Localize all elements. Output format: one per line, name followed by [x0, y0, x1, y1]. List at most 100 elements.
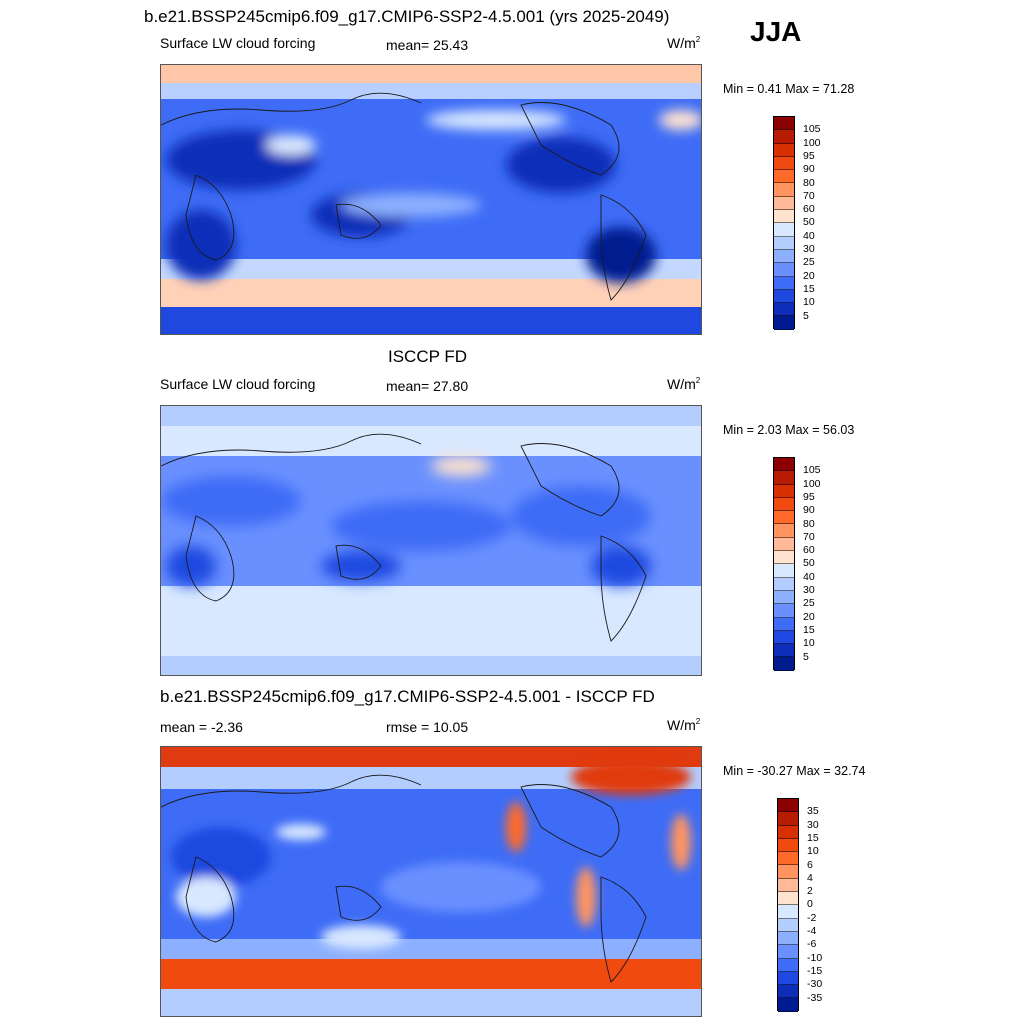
colorbar-obs-label: 105: [803, 464, 821, 477]
colorbar-model-label: 5: [803, 309, 809, 322]
panel-obs-minmax: Min = 2.03 Max = 56.03: [723, 423, 855, 437]
colorbar-diff-label: 2: [807, 885, 813, 898]
colorbar-obs-label: 95: [803, 490, 815, 503]
colorbar-diff-label: -30: [807, 978, 823, 991]
colorbar-obs-label: 5: [803, 650, 809, 663]
colorbar-model-label: 15: [803, 282, 815, 295]
colorbar-obs-swatch: [774, 617, 794, 631]
colorbar-diff-swatches: [777, 798, 799, 1012]
panel-diff-mean: mean = -2.36: [160, 719, 243, 735]
season-label: JJA: [750, 16, 802, 47]
colorbar-obs-swatch: [774, 497, 794, 512]
colorbar-model-swatch: [774, 263, 794, 277]
colorbar-obs-label: 60: [803, 544, 815, 557]
map-diff: [160, 746, 702, 1017]
colorbar-obs-swatch: [774, 604, 794, 618]
panel-diff-title: b.e21.BSSP245cmip6.f09_g17.CMIP6-SSP2-4.…: [160, 687, 655, 706]
panel-diff-unit: W/m2: [667, 717, 701, 733]
colorbar-diff-swatch: [778, 799, 798, 813]
map-obs: [160, 405, 702, 676]
colorbar-obs-swatch: [774, 471, 794, 485]
colorbar-model-label: 90: [803, 163, 815, 176]
colorbar-diff-label: 15: [807, 831, 819, 844]
colorbar-model-swatch: [774, 183, 794, 197]
colorbar-obs-swatch: [774, 484, 794, 498]
colorbar-obs-swatch: [774, 524, 794, 538]
colorbar-model-swatch: [774, 316, 794, 330]
colorbar-obs-swatch: [774, 657, 794, 671]
panel-model-unit: W/m2: [667, 35, 701, 51]
colorbar-model-label: 100: [803, 136, 821, 149]
colorbar-model-swatch: [774, 196, 794, 211]
colorbar-diff-label: 35: [807, 805, 819, 818]
colorbar-model-swatch: [774, 170, 794, 184]
colorbar-diff-swatch: [778, 878, 798, 893]
colorbar-model-swatch: [774, 223, 794, 237]
colorbar-model-swatch: [774, 130, 794, 144]
colorbar-model-swatches: [773, 116, 795, 330]
colorbar-diff-swatch: [778, 905, 798, 919]
colorbar-obs-label: 20: [803, 610, 815, 623]
main-title: b.e21.BSSP245cmip6.f09_g17.CMIP6-SSP2-4.…: [144, 7, 670, 26]
colorbar-diff-swatch: [778, 998, 798, 1012]
colorbar-diff-swatch: [778, 958, 798, 972]
colorbar-obs-swatch: [774, 564, 794, 578]
colorbar-model-swatch: [774, 117, 794, 131]
panel-obs-unit: W/m2: [667, 376, 701, 392]
colorbar-diff-swatch: [778, 985, 798, 999]
colorbar-model-label: 105: [803, 123, 821, 136]
colorbar-obs-swatch: [774, 537, 794, 552]
colorbar-obs-swatch: [774, 458, 794, 472]
panel-obs-title: ISCCP FD: [388, 347, 468, 366]
colorbar-model-swatch: [774, 249, 794, 264]
colorbar-diff-swatch: [778, 971, 798, 986]
colorbar-model-label: 40: [803, 229, 815, 242]
colorbar-obs-label: 25: [803, 597, 815, 610]
colorbar-diff-label: -4: [807, 925, 817, 937]
colorbar-obs-swatch: [774, 577, 794, 591]
colorbar-obs-label: 10: [803, 637, 815, 650]
colorbar-diff-label: -10: [807, 951, 823, 964]
colorbar-diff-label: 30: [807, 818, 819, 831]
colorbar-model-label: 30: [803, 243, 815, 255]
colorbar-obs-swatch: [774, 590, 794, 605]
colorbar-diff-label: -35: [807, 991, 823, 1004]
colorbar-diff-label: -2: [807, 911, 817, 924]
colorbar-diff-label: 6: [807, 858, 813, 871]
panel-obs-left-label: Surface LW cloud forcing: [160, 376, 316, 392]
colorbar-obs-label: 50: [803, 557, 815, 570]
colorbar-obs-swatch: [774, 630, 794, 645]
colorbar-diff-swatch: [778, 865, 798, 879]
colorbar-diff-swatch: [778, 825, 798, 839]
colorbar-obs-swatches: [773, 457, 795, 671]
colorbar-diff-swatch: [778, 945, 798, 959]
colorbar-diff-label: -15: [807, 964, 823, 977]
colorbar-diff-label: -6: [807, 938, 817, 951]
colorbar-model-swatch: [774, 303, 794, 317]
colorbar-diff-swatch: [778, 812, 798, 826]
colorbar-obs-label: 40: [803, 570, 815, 583]
colorbar-model-label: 10: [803, 296, 815, 309]
colorbar-obs-swatch: [774, 644, 794, 658]
colorbar-diff-label: 0: [807, 898, 813, 911]
colorbar-model-label: 60: [803, 203, 815, 216]
colorbar-model-swatch: [774, 236, 794, 250]
panel-obs-mean: mean= 27.80: [386, 378, 469, 394]
colorbar-diff-swatch: [778, 918, 798, 932]
colorbar-obs-label: 30: [803, 584, 815, 596]
map-model: [160, 64, 702, 335]
colorbar-model-swatch: [774, 156, 794, 171]
colorbar-model-label: 50: [803, 216, 815, 229]
colorbar-obs-swatch: [774, 511, 794, 525]
panel-model-minmax: Min = 0.41 Max = 71.28: [723, 82, 855, 96]
colorbar-model-swatch: [774, 276, 794, 290]
colorbar-model-swatch: [774, 210, 794, 224]
colorbar-model-swatch: [774, 143, 794, 157]
colorbar-model-label: 80: [803, 176, 815, 189]
colorbar-diff-swatch: [778, 852, 798, 866]
colorbar-obs-label: 15: [803, 623, 815, 636]
colorbar-diff-swatch: [778, 892, 798, 906]
colorbar-diff-label: 10: [807, 845, 819, 858]
colorbar-obs-label: 80: [803, 517, 815, 530]
panel-diff-rmse: rmse = 10.05: [386, 719, 469, 735]
